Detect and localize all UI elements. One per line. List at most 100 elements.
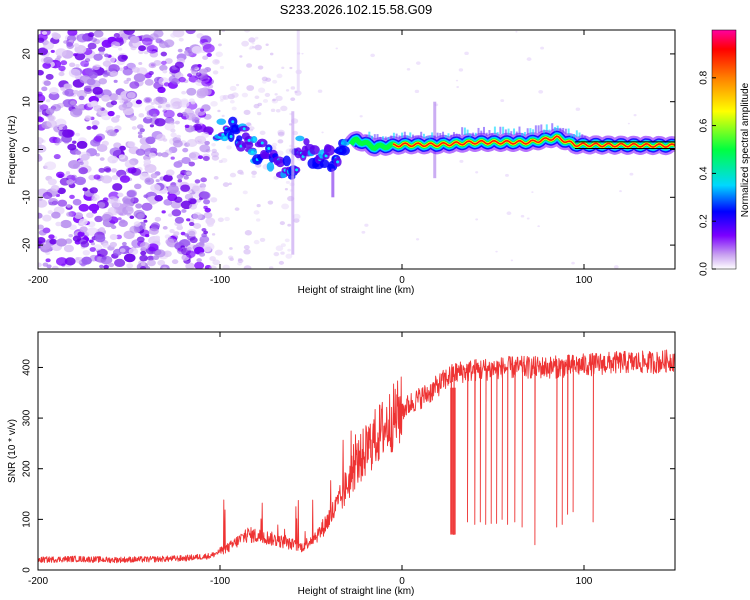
speckle: [201, 227, 207, 232]
speckle: [284, 238, 290, 243]
snr-line: [38, 349, 675, 564]
speckle: [124, 160, 136, 169]
speckle: [241, 92, 249, 98]
speckle: [202, 43, 215, 53]
speckle: [88, 203, 100, 212]
speckle: [81, 256, 92, 265]
speckle: [73, 43, 80, 48]
speckle: [261, 76, 268, 82]
speckle: [199, 87, 212, 97]
colorbar-tick-label: 0.8: [699, 70, 710, 84]
spectrogram-x-ticks: -200 -100 0 100: [28, 30, 593, 286]
speckle: [118, 154, 126, 160]
speckle: [275, 245, 284, 252]
speckle: [74, 212, 83, 219]
speckle: [118, 104, 127, 111]
speckle: [131, 168, 142, 176]
speckle: [78, 218, 88, 226]
speckle: [147, 255, 155, 261]
speckle: [99, 264, 104, 269]
speckle: [47, 115, 56, 122]
speckle: [177, 179, 183, 183]
speckle: [246, 122, 252, 127]
speckle: [107, 155, 119, 164]
speckle: [167, 213, 173, 217]
snr-y-ticks: 0 100 200 300 400: [22, 359, 675, 573]
speckle: [500, 99, 505, 103]
spectrogram-y-ticks: -20 -10 0 10 20: [22, 48, 675, 252]
speckle: [121, 241, 127, 246]
speckle: [258, 87, 266, 93]
speckle: [51, 211, 61, 219]
band-spread: [474, 132, 477, 137]
speckle: [38, 104, 44, 113]
speckle: [167, 184, 179, 194]
speckle: [248, 37, 256, 43]
speckle: [275, 95, 283, 102]
speckle: [146, 44, 158, 54]
speckle: [222, 94, 230, 100]
ridge-core: [223, 136, 227, 140]
speckle: [257, 102, 263, 107]
speckle: [531, 191, 534, 193]
speckle: [262, 80, 267, 84]
band-spread: [504, 129, 507, 136]
speckle: [64, 257, 76, 266]
speckle: [191, 46, 203, 54]
speckle: [209, 256, 216, 262]
speckle: [68, 62, 76, 68]
speckle: [109, 147, 122, 157]
snr-x-label: Height of straight line (km): [298, 586, 415, 597]
speckle: [201, 132, 210, 138]
speckle: [38, 224, 44, 230]
speckle: [93, 105, 102, 112]
speckle: [38, 69, 44, 76]
speckle: [211, 148, 217, 153]
speckle: [40, 242, 51, 250]
speckle: [110, 168, 117, 173]
speckle: [109, 208, 117, 214]
speckle: [259, 237, 266, 242]
band-spread: [513, 128, 516, 135]
speckle: [226, 145, 232, 150]
band-spread: [401, 132, 404, 138]
speckle: [102, 72, 109, 77]
speckle: [184, 124, 190, 129]
speckle: [152, 113, 158, 118]
speckle: [162, 266, 168, 269]
speckle: [571, 261, 575, 265]
band-spread: [450, 134, 453, 138]
speckle: [185, 30, 196, 35]
speckle: [93, 53, 103, 61]
speckle: [141, 202, 153, 211]
speckle: [123, 30, 135, 35]
speckle: [143, 96, 153, 104]
band-spread: [493, 126, 496, 135]
speckle: [184, 49, 194, 57]
band-spread: [466, 129, 469, 136]
speckle: [219, 65, 225, 70]
speckle: [149, 124, 155, 128]
speckle: [186, 246, 192, 251]
speckle: [148, 152, 157, 158]
speckle: [172, 139, 183, 148]
speckle: [38, 212, 43, 219]
speckle: [144, 177, 155, 185]
speckle: [119, 99, 125, 104]
speckle: [229, 85, 237, 92]
speckle: [72, 198, 82, 206]
streak: [291, 111, 295, 255]
speckle: [292, 213, 301, 220]
speckle: [129, 35, 140, 44]
band-spread: [455, 133, 458, 138]
band-spread: [433, 135, 436, 139]
speckle: [195, 72, 202, 77]
x-tick-label: -200: [28, 275, 48, 286]
speckle: [185, 112, 196, 121]
speckle: [212, 259, 221, 266]
speckle: [42, 62, 51, 69]
x-tick-label: -100: [210, 275, 230, 286]
speckle: [126, 77, 132, 82]
